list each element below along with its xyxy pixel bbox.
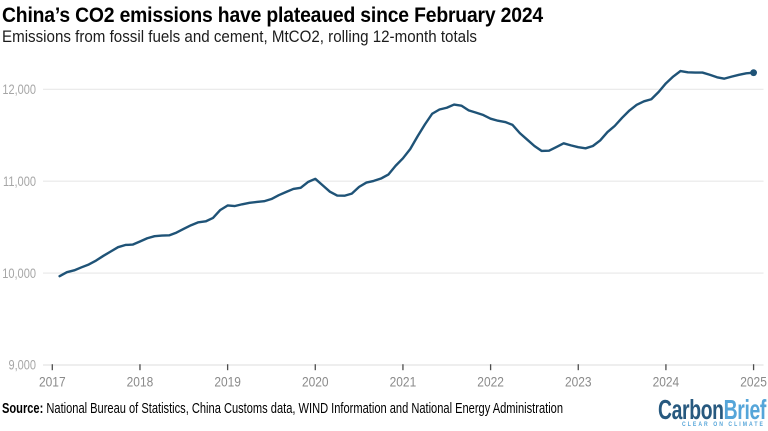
y-axis-label: 12,000	[2, 82, 36, 97]
x-axis-label: 2017	[39, 375, 66, 390]
y-axis-label: 10,000	[2, 266, 36, 281]
chart-title: China’s CO2 emissions have plateaued sin…	[2, 3, 543, 27]
logo-brief-text: Brief	[723, 393, 767, 425]
logo-tagline: CLEAR ON CLIMATE	[682, 421, 765, 428]
x-axis-label: 2023	[565, 375, 592, 390]
y-axis-label: 9,000	[9, 358, 37, 373]
x-axis-label: 2025	[740, 375, 767, 390]
x-axis-label: 2024	[653, 375, 680, 390]
latest-value-dot	[750, 69, 757, 77]
x-axis-label: 2021	[390, 375, 417, 390]
x-axis-label: 2022	[477, 375, 504, 390]
emissions-series-line	[58, 69, 755, 278]
carbonbrief-logo-word: CarbonBrief	[658, 393, 767, 425]
logo-carbon-text: Carbon	[658, 393, 724, 425]
y-axis-label: 11,000	[3, 174, 36, 189]
x-axis-label: 2019	[214, 375, 241, 390]
source-text: National Bureau of Statistics, China Cus…	[43, 401, 563, 417]
carbonbrief-logo: CarbonBrief CLEAR ON CLIMATE	[658, 393, 768, 428]
source-label: Source:	[2, 401, 44, 417]
chart-subtitle: Emissions from fossil fuels and cement, …	[2, 28, 477, 46]
x-axis-label: 2020	[302, 375, 329, 390]
source-note: Source: National Bureau of Statistics, C…	[2, 401, 735, 417]
x-axis-label: 2018	[127, 375, 154, 390]
